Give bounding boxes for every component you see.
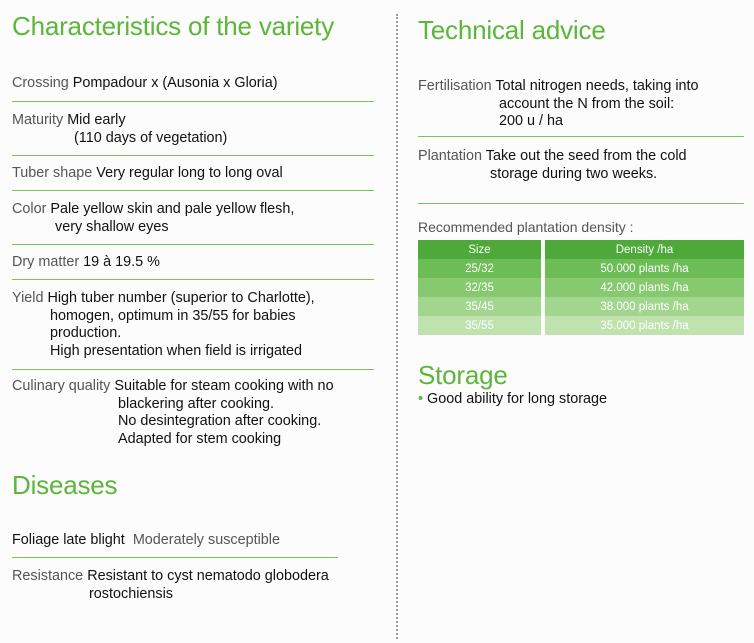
yield-value-3: production. — [50, 325, 122, 341]
color-value-2: very shallow eyes — [55, 218, 169, 235]
size-cell: 35/45 — [418, 297, 541, 316]
storage-title: Storage — [418, 360, 508, 390]
storage-item-text: Good ability for long storage — [427, 391, 608, 407]
yield-value-4: High presentation when field is irrigate… — [50, 342, 302, 359]
divider-rule — [12, 101, 374, 102]
crossing-value: Pompadour x (Ausonia x Gloria) — [72, 75, 278, 91]
crossing-row: Crossing Pompadour x (Ausonia x Gloria) — [12, 75, 374, 93]
fertilisation-value-3: 200 u / ha — [499, 113, 564, 129]
divider-rule — [12, 244, 374, 245]
plantation-value: Take out the seed from the cold — [485, 148, 687, 164]
divider-rule — [418, 136, 744, 137]
plantation-label: Plantation — [418, 148, 483, 164]
resistance-value: Resistant to cyst nematodo globodera — [87, 568, 329, 584]
table-row: 25/32 50.000 plants /ha — [418, 259, 744, 278]
yield-value-2: homogen, optimum in 35/55 for babies — [50, 307, 296, 324]
color-row: Color Pale yellow skin and pale yellow f… — [12, 201, 374, 236]
tuber-shape-label: Tuber shape — [12, 165, 93, 181]
density-cell: 50.000 plants /ha — [545, 259, 744, 278]
culinary-value-2: blackering after cooking. — [118, 395, 274, 412]
divider-rule — [12, 279, 374, 280]
foliage-value: Moderately susceptible — [132, 532, 280, 548]
size-cell: 32/35 — [418, 278, 541, 297]
foliage-row: Foliage late blight Moderately susceptib… — [12, 532, 374, 550]
color-value: Pale yellow skin and pale yellow flesh, — [50, 201, 295, 217]
technical-title: Technical advice — [418, 15, 606, 45]
density-header: Density /ha — [545, 240, 744, 259]
yield-label: Yield — [12, 290, 44, 306]
fertilisation-value: Total nitrogen needs, taking into — [495, 78, 699, 94]
size-header: Size — [418, 240, 541, 259]
density-title: Recommended plantation density : — [418, 219, 634, 235]
plantation-row: Plantation Take out the seed from the co… — [418, 148, 744, 183]
dry-matter-label: Dry matter — [12, 254, 80, 270]
yield-row: Yield High tuber number (superior to Cha… — [12, 290, 374, 360]
divider-rule — [12, 369, 374, 370]
table-row: 35/55 35.000 plants /ha — [418, 316, 744, 335]
maturity-row: Maturity Mid early (110 days of vegetati… — [12, 112, 374, 147]
foliage-label: Foliage late blight — [12, 532, 125, 548]
tuber-shape-row: Tuber shape Very regular long to long ov… — [12, 165, 374, 183]
divider-rule — [12, 190, 374, 191]
density-cell: 42.000 plants /ha — [545, 278, 744, 297]
dry-matter-value: 19 à 19.5 % — [83, 254, 160, 270]
tuber-shape-value: Very regular long to long oval — [96, 165, 283, 181]
crossing-label: Crossing — [12, 75, 69, 91]
diseases-title: Diseases — [12, 470, 118, 500]
resistance-label: Resistance — [12, 568, 84, 584]
culinary-label: Culinary quality — [12, 378, 111, 394]
divider-rule — [418, 203, 744, 204]
size-cell: 35/55 — [418, 316, 541, 335]
fertilisation-value-2: account the N from the soil: — [499, 95, 675, 112]
characteristics-title: Characteristics of the variety — [12, 11, 335, 41]
bullet-icon: • — [418, 391, 424, 407]
fertilisation-label: Fertilisation — [418, 78, 492, 94]
resistance-row: Resistance Resistant to cyst nematodo gl… — [12, 568, 374, 603]
maturity-value: Mid early — [67, 112, 126, 128]
density-cell: 38.000 plants /ha — [545, 297, 744, 316]
table-row: 35/45 38.000 plants /ha — [418, 297, 744, 316]
table-row: 32/35 42.000 plants /ha — [418, 278, 744, 297]
plantation-value-2: storage during two weeks. — [490, 165, 658, 182]
resistance-value-2: rostochiensis — [89, 585, 173, 602]
dry-matter-row: Dry matter 19 à 19.5 % — [12, 254, 374, 272]
divider-rule — [12, 155, 374, 156]
size-cell: 25/32 — [418, 259, 541, 278]
fertilisation-row: Fertilisation Total nitrogen needs, taki… — [418, 78, 744, 131]
density-table: Size Density /ha 25/32 50.000 plants /ha… — [418, 240, 744, 335]
culinary-row: Culinary quality Suitable for steam cook… — [12, 378, 374, 448]
storage-item: • Good ability for long storage — [418, 391, 607, 407]
divider-rule — [12, 557, 338, 558]
color-label: Color — [12, 201, 47, 217]
maturity-value-2: (110 days of vegetation) — [74, 129, 228, 146]
density-cell: 35.000 plants /ha — [545, 316, 744, 335]
column-divider — [396, 14, 398, 639]
maturity-label: Maturity — [12, 112, 64, 128]
culinary-value-4: Adapted for stem cooking — [118, 430, 282, 447]
yield-value: High tuber number (superior to Charlotte… — [47, 290, 315, 306]
culinary-value: Suitable for steam cooking with no — [114, 378, 334, 394]
culinary-value-3: No desintegration after cooking. — [118, 413, 322, 429]
